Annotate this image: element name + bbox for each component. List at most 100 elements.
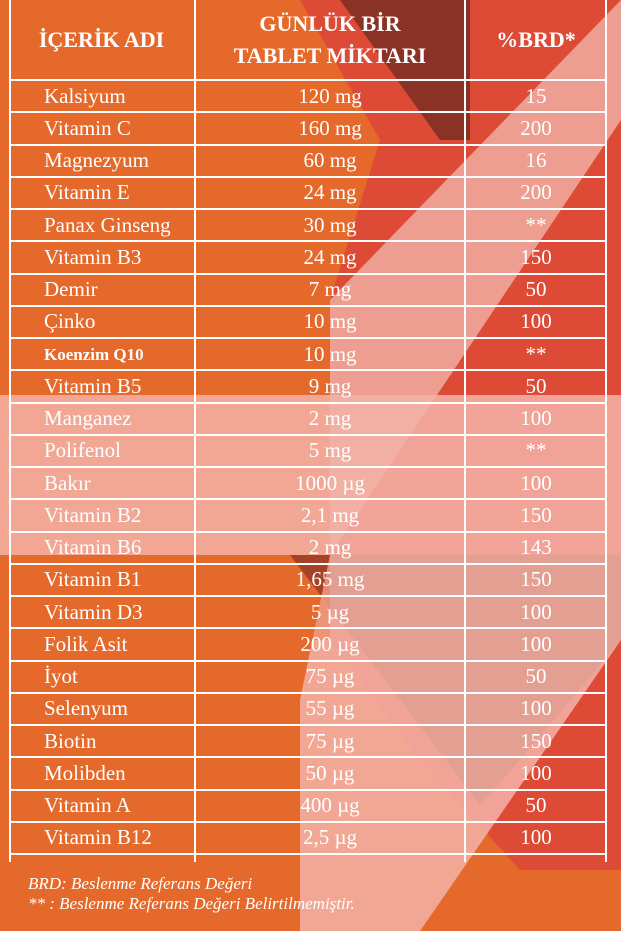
grid-line-row [9, 208, 606, 210]
ingredient-name-cell: Vitamin B1 [44, 567, 142, 592]
brd-percent-cell: 15 [525, 83, 547, 108]
ingredient-name-cell: Polifenol [44, 438, 121, 463]
ingredient-name-cell: Folik Asit [44, 631, 128, 656]
brd-percent-cell: 100 [520, 696, 552, 721]
amount-cell: 2 mg [308, 406, 352, 431]
amount-cell: 9 mg [308, 373, 352, 398]
grid-line-row [9, 691, 606, 694]
grid-line-right [605, 0, 607, 862]
amount-cell: 160 mg [298, 115, 362, 140]
footnote-brd: BRD: Beslenme Referans Değeri [28, 874, 253, 893]
amount-cell: 60 mg [303, 148, 357, 173]
brd-percent-cell: 100 [520, 760, 552, 785]
ingredient-name-cell: Koenzim Q10 [44, 344, 144, 364]
amount-cell: 1000 µg [295, 470, 365, 495]
ingredient-name-cell: Magnezyum [44, 148, 149, 173]
amount-cell: 2 mg [308, 535, 352, 560]
grid-line-row [9, 788, 606, 791]
amount-cell: 400 µg [300, 793, 360, 818]
grid-line-row [9, 240, 606, 243]
ingredient-name-cell: Vitamin B12 [44, 825, 152, 850]
amount-cell: 120 mg [298, 83, 362, 108]
brd-percent-cell: 200 [520, 180, 552, 205]
header-daily-amount-line1: GÜNLÜK BİR [259, 11, 401, 37]
ingredient-name-cell: Vitamin B3 [44, 244, 142, 269]
ingredient-name-cell: Vitamin B6 [44, 535, 142, 560]
bg-pink-diagonal-upper [330, 0, 621, 555]
ingredient-name-cell: Vitamin B2 [44, 502, 142, 527]
brd-percent-cell: ** [525, 438, 547, 463]
ingredient-name-cell: Vitamin E [44, 180, 130, 205]
header-brd-percent: %BRD* [466, 0, 606, 80]
brd-percent-cell: 100 [520, 631, 552, 656]
brd-percent-cell: 200 [520, 115, 552, 140]
ingredient-name-cell: Demir [44, 277, 98, 302]
amount-cell: 7 mg [308, 277, 352, 302]
footnote-not-specified: ** : Beslenme Referans Değeri Belirtilme… [28, 894, 355, 913]
grid-line-row [9, 627, 606, 630]
amount-cell: 75 µg [305, 728, 355, 753]
amount-cell: 2,1 mg [300, 502, 360, 527]
ingredient-name-cell: Vitamin B5 [44, 373, 142, 398]
ingredient-name-cell: Vitamin C [44, 115, 131, 140]
grid-line-row [9, 175, 606, 178]
grid-line-col1 [194, 0, 196, 862]
grid-line-row [9, 595, 606, 597]
header-ingredient-name: İÇERİK ADI [9, 0, 194, 80]
brd-percent-cell: 50 [525, 277, 547, 302]
grid-line-row [9, 530, 606, 533]
grid-line-row [9, 433, 606, 436]
grid-line-row [9, 562, 606, 565]
amount-cell: 5 mg [308, 438, 352, 463]
grid-line-row [9, 111, 606, 114]
brd-percent-cell: ** [525, 341, 547, 366]
amount-cell: 2,5 µg [302, 825, 358, 850]
grid-line-col2 [464, 0, 466, 862]
amount-cell: 55 µg [305, 696, 355, 721]
amount-cell: 75 µg [305, 664, 355, 689]
amount-cell: 24 mg [303, 180, 357, 205]
ingredient-name-cell: Bakır [44, 470, 91, 495]
amount-cell: 200 µg [300, 631, 360, 656]
amount-cell: 30 mg [303, 212, 357, 237]
ingredient-name-cell: Panax Ginseng [44, 212, 171, 237]
amount-cell: 24 mg [303, 244, 357, 269]
amount-cell: 1,65 mg [295, 567, 365, 592]
header-daily-amount-line2: TABLET MİKTARI [233, 43, 427, 68]
grid-line-row [9, 401, 606, 404]
ingredient-name-cell: İyot [44, 664, 78, 689]
ingredient-name-cell: Selenyum [44, 696, 128, 721]
grid-line-row [9, 820, 606, 823]
grid-line-row [9, 369, 606, 372]
brd-percent-cell: 150 [520, 728, 552, 753]
brd-percent-cell: 150 [520, 502, 552, 527]
grid-line-row [9, 756, 606, 759]
grid-line-row [9, 79, 606, 81]
grid-line-row [9, 853, 606, 855]
brd-percent-cell: 100 [520, 470, 552, 495]
brd-percent-cell: ** [525, 212, 547, 237]
bg-dark-wedge-top [340, 0, 470, 140]
ingredient-name-cell: Molibden [44, 760, 126, 785]
amount-cell: 10 mg [303, 309, 357, 334]
bg-pink-diagonal-lower [300, 555, 621, 931]
ingredient-name-cell: Vitamin D3 [44, 599, 143, 624]
brd-percent-cell: 100 [520, 599, 552, 624]
grid-line-row [9, 724, 606, 726]
amount-cell: 50 µg [305, 760, 355, 785]
grid-line-row [9, 272, 606, 275]
ingredient-name-cell: Biotin [44, 728, 97, 753]
bg-orange-tint [0, 555, 330, 640]
brd-percent-cell: 50 [525, 793, 547, 818]
grid-line-left [9, 0, 11, 862]
brd-percent-cell: 150 [520, 244, 552, 269]
brd-percent-cell: 50 [525, 373, 547, 398]
grid-line-row [9, 304, 606, 307]
ingredient-name-cell: Manganez [44, 406, 132, 431]
ingredient-name-cell: Kalsiyum [44, 83, 126, 108]
grid-line-row [9, 466, 606, 468]
grid-line-row [9, 659, 606, 662]
brd-percent-cell: 150 [520, 567, 552, 592]
